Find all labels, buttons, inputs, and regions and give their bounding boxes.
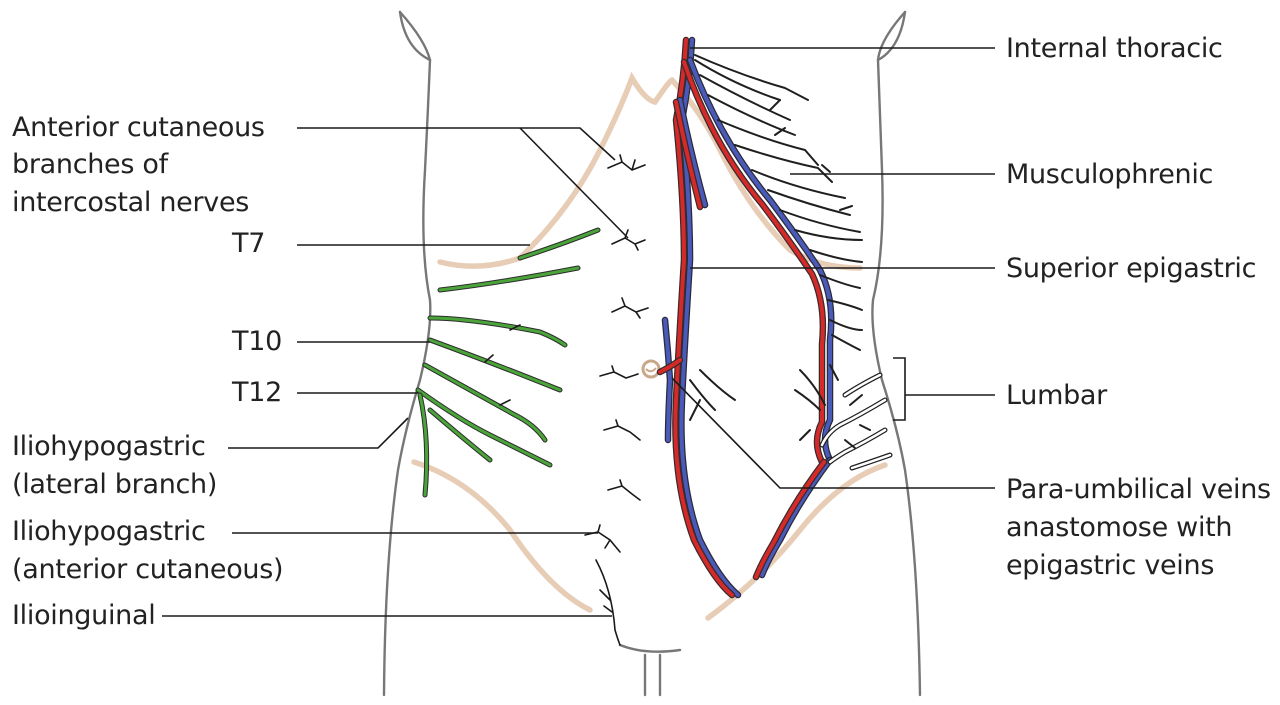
- iliac-crest-left: [411, 459, 593, 613]
- nerve-branch-low: [428, 408, 492, 462]
- musculophrenic-vein: [688, 58, 834, 462]
- label-paraumbilical-2: anastomose with: [1006, 512, 1232, 543]
- iliohypogastric-lateral-nerve: [418, 393, 429, 497]
- nerve-t7: [518, 228, 600, 260]
- label-t7: T7: [231, 228, 265, 259]
- label-paraumbilical-1: Para-umbilical veins: [1006, 474, 1271, 505]
- nerve-t9: [428, 316, 567, 347]
- groin-outline: [618, 643, 682, 653]
- labels-right: Internal thoracic Musculophrenic Superio…: [1006, 33, 1271, 581]
- nerve-t11: [423, 363, 547, 442]
- cutaneous-twig-4: [599, 365, 639, 379]
- nerve-t10: [428, 338, 562, 392]
- lumbar-branch-1: [820, 398, 887, 447]
- costal-margin-left: [437, 71, 863, 271]
- superior-epigastric-artery: [673, 38, 734, 597]
- skeletal-landmarks: [411, 71, 888, 621]
- right-torso-outline: [871, 10, 922, 697]
- label-iliohypo-anterior-1: Iliohypogastric: [12, 516, 206, 547]
- label-musculophrenic: Musculophrenic: [1006, 159, 1213, 190]
- left-torso-outline: [382, 10, 432, 697]
- label-superior-epigastric: Superior epigastric: [1006, 253, 1256, 284]
- label-iliohypo-lateral-1: Iliohypogastric: [12, 431, 206, 462]
- body-outline: [382, 10, 922, 697]
- ilioinguinal-nerve: [595, 559, 621, 646]
- cutaneous-twig-2: [611, 229, 646, 251]
- label-anterior-cutaneous-3: intercostal nerves: [12, 187, 249, 218]
- leader-lines: [162, 47, 995, 617]
- label-ilioinguinal: Ilioinguinal: [12, 600, 155, 631]
- label-t12: T12: [231, 377, 282, 408]
- label-t10: T10: [231, 326, 282, 357]
- lumbar-branch-4: [843, 373, 882, 397]
- leader-iliohypo-lateral: [228, 417, 409, 449]
- leader-anterior-cutaneous: [297, 127, 616, 161]
- leader-paraumbilical: [671, 377, 995, 489]
- lumbar-branch-3: [850, 453, 892, 470]
- lower-epigastric-vein: [760, 458, 832, 577]
- cutaneous-twig-7: [584, 524, 621, 553]
- label-iliohypo-anterior-2: (anterior cutaneous): [12, 554, 283, 585]
- label-lumbar: Lumbar: [1006, 380, 1108, 411]
- label-anterior-cutaneous-1: Anterior cutaneous: [12, 112, 265, 143]
- left-arm-outline: [398, 10, 432, 62]
- leader-anterior-cutaneous-2: [519, 127, 629, 239]
- cutaneous-twig-6: [607, 479, 641, 501]
- para-umbilical-vein: [663, 318, 673, 442]
- label-anterior-cutaneous-2: branches of: [12, 149, 170, 180]
- cutaneous-twig-5: [603, 419, 641, 441]
- leader-lumbar-bracket: [893, 357, 906, 421]
- epigastric-vessels: [656, 36, 835, 599]
- nerve-t8: [438, 266, 580, 292]
- right-arm-outline: [876, 10, 907, 62]
- anterior-cutaneous-twigs: [584, 154, 649, 646]
- intercostal-nerves: [415, 227, 601, 498]
- nerve-t12: [416, 388, 552, 467]
- label-iliohypo-lateral-2: (lateral branch): [12, 469, 217, 500]
- label-internal-thoracic: Internal thoracic: [1006, 33, 1223, 64]
- musculophrenic-artery: [682, 60, 825, 464]
- intercostal-branches: [694, 54, 863, 351]
- label-paraumbilical-3: epigastric veins: [1006, 550, 1214, 581]
- cutaneous-twig-3: [611, 297, 649, 319]
- cutaneous-twig-1: [607, 154, 646, 171]
- labels-left: Anterior cutaneous branches of intercost…: [12, 112, 284, 631]
- lower-epigastric-artery: [754, 460, 826, 579]
- umbilicus: [641, 359, 661, 379]
- lumbar-branch-2: [828, 428, 887, 464]
- lumbar-branches: [689, 364, 893, 471]
